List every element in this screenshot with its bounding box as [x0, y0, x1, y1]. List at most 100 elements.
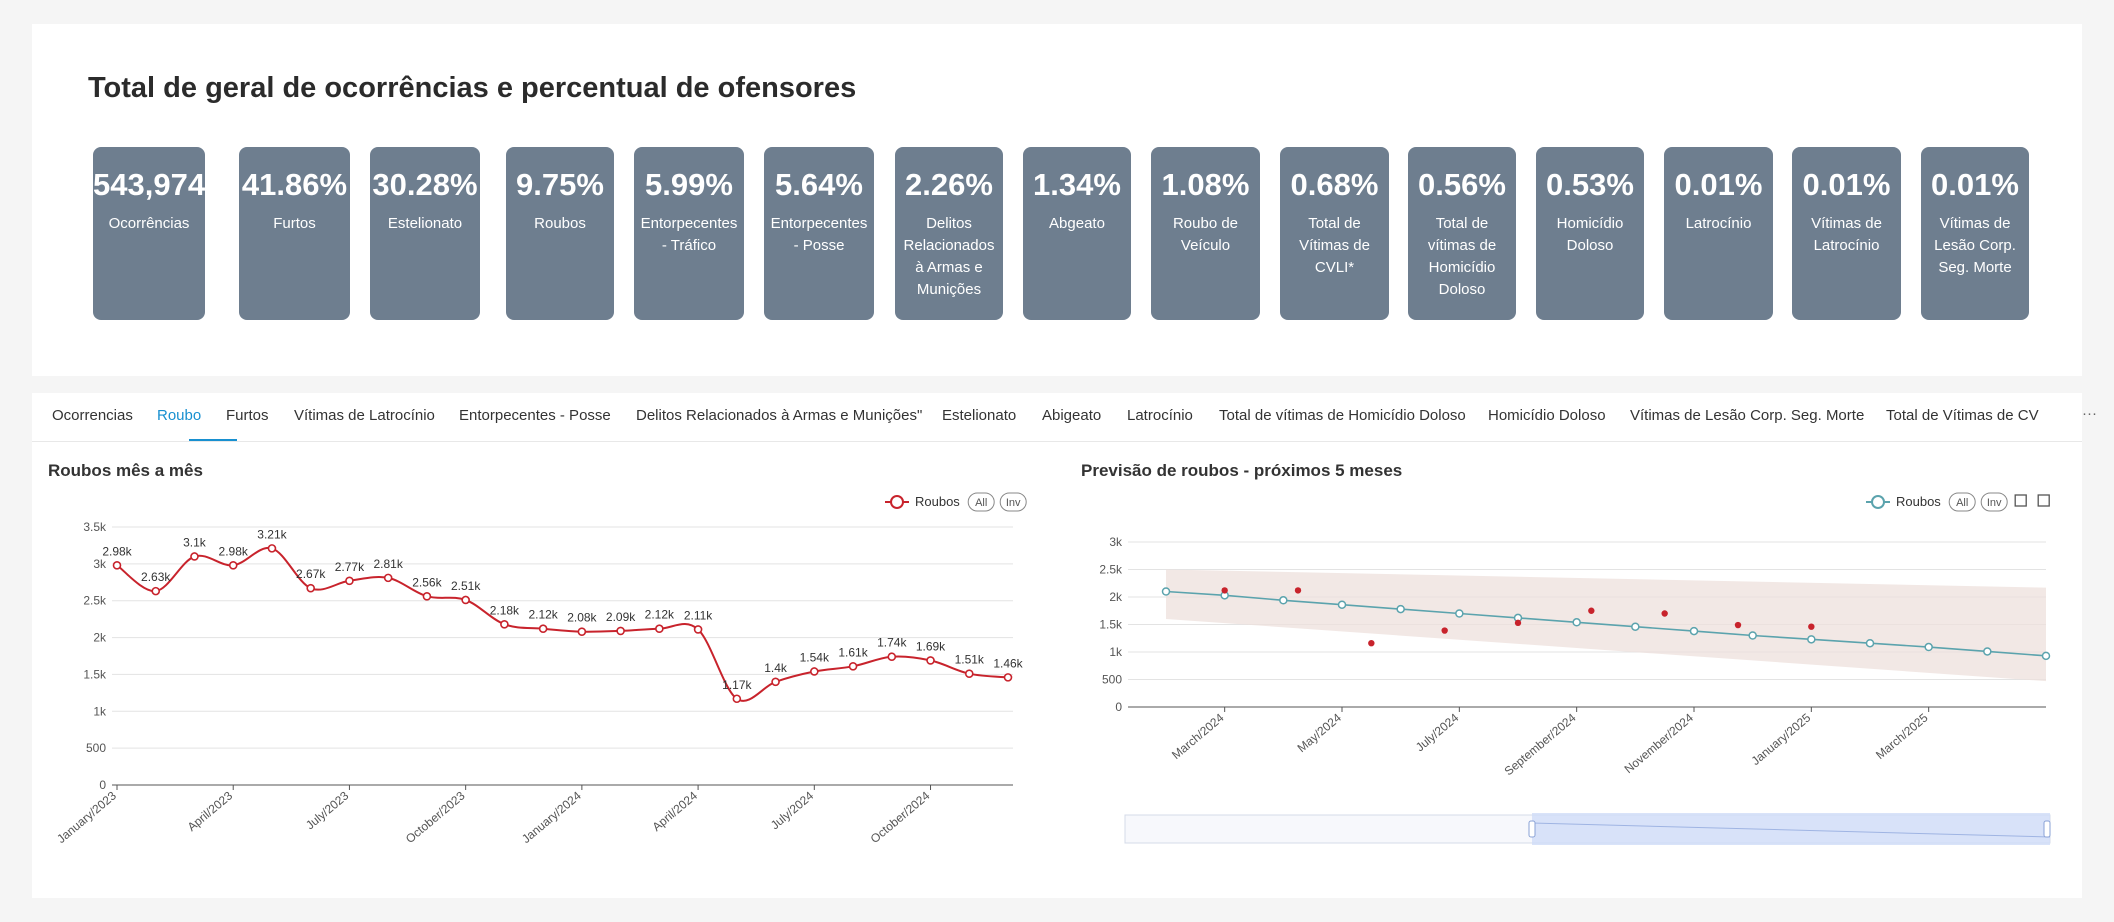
- data-label: 2.12k: [645, 608, 675, 622]
- kpi-label: Ocorrências: [108, 215, 190, 232]
- y-tick-label: 0: [1115, 700, 1122, 714]
- zoom-slider-handle-left[interactable]: [1528, 820, 1536, 838]
- kpi-value: 1.08%: [1161, 167, 1250, 202]
- tab-item[interactable]: Ocorrencias: [52, 407, 133, 424]
- tab-item[interactable]: Vítimas de Lesão Corp. Seg. Morte: [1630, 407, 1865, 424]
- kpi-label: Estelionato: [387, 215, 463, 232]
- kpi-label: Total de Vítimas de CVLI*: [1299, 215, 1370, 276]
- kpi-card: 30.28% Estelionato: [370, 147, 480, 320]
- data-point: [306, 583, 315, 593]
- legend-toggle-all-button[interactable]: [967, 492, 995, 512]
- kpi-value: 0.68%: [1290, 167, 1379, 202]
- x-tick-label: March/2024: [1169, 710, 1227, 762]
- y-tick-label: 3.5k: [83, 520, 107, 534]
- data-label: 1.46k: [993, 656, 1023, 670]
- x-tick-label: July/2024: [768, 788, 817, 832]
- data-label: 2.11k: [684, 608, 713, 622]
- forecast-point: [1865, 638, 1875, 648]
- data-label: 2.81k: [373, 557, 403, 571]
- more-tabs-button[interactable]: ···: [2082, 405, 2097, 422]
- legend-marker: [890, 495, 904, 509]
- data-label: 1.54k: [800, 650, 830, 664]
- observed-point: [1734, 621, 1742, 629]
- monthly-robbery-chart: 0 500 1k 1.5k 2k 2.5k 3k 3.5k January/2023 April/…: [54, 492, 1027, 846]
- forecast-point: [1748, 631, 1757, 640]
- page-title: Total de geral de ocorrências e percentu…: [88, 72, 857, 104]
- kpi-card: 2.26% Delitos Relacionados à Armas e Muni…: [895, 147, 1003, 320]
- y-tick-label: 1.5k: [1099, 618, 1123, 632]
- observed-point: [1808, 623, 1815, 630]
- kpi-label: Furtos: [273, 215, 316, 232]
- forecast-point: [1807, 635, 1816, 644]
- y-tick-label: 2.5k: [83, 594, 107, 608]
- tab-item[interactable]: Vítimas de Latrocínio: [294, 407, 435, 424]
- x-tick-label: September/2024: [1502, 710, 1579, 778]
- data-label: 1.74k: [877, 636, 907, 650]
- chart1-title: Roubos mês a mês: [48, 461, 203, 480]
- forecast-point: [1161, 587, 1171, 596]
- tab-item[interactable]: Delitos Relacionados à Armas e Munições": [636, 407, 923, 424]
- y-tick-label: 500: [86, 741, 106, 755]
- legend-toggle-label: All: [975, 497, 987, 509]
- data-point: [151, 586, 161, 596]
- x-tick-label: October/2024: [868, 788, 933, 846]
- legend-marker: [1871, 495, 1885, 509]
- data-label: 3.21k: [257, 527, 287, 541]
- tab-item[interactable]: Homicídio Doloso: [1488, 407, 1606, 424]
- legend-label: Roubos: [1896, 494, 1941, 509]
- kpi-label: Entorpecentes - Posse: [770, 215, 868, 254]
- kpi-card: 1.34% Abgeato: [1023, 147, 1131, 320]
- tab-item[interactable]: Estelionato: [942, 407, 1017, 424]
- forecast-point: [1396, 604, 1405, 614]
- data-point: [616, 626, 625, 636]
- forecast-point: [1337, 600, 1347, 609]
- data-label: 2.08k: [567, 611, 597, 625]
- zoom-reset-icon[interactable]: [2037, 494, 2050, 507]
- data-point: [848, 662, 858, 671]
- tab-item[interactable]: Furtos: [226, 407, 269, 424]
- kpi-card: 1.08% Roubo de Veículo: [1151, 147, 1260, 320]
- legend-toggle-inv-button[interactable]: [1980, 492, 2008, 512]
- y-tick-label: 2k: [93, 631, 107, 645]
- legend-toggle-inv-button[interactable]: [999, 492, 1027, 512]
- y-tick-label: 1k: [93, 704, 107, 718]
- tab-item[interactable]: Total de vítimas de Homicídio Doloso: [1219, 407, 1466, 424]
- kpi-label: Roubo de Veículo: [1172, 215, 1239, 254]
- tab-item[interactable]: Abigeato: [1042, 407, 1102, 424]
- forecast-point: [1279, 596, 1288, 605]
- kpi-label: Entorpecentes - Tráfico: [640, 215, 738, 254]
- data-point: [655, 624, 664, 634]
- data-label: 1.51k: [955, 653, 985, 667]
- y-tick-label: 2.5k: [1099, 563, 1123, 577]
- data-label: 2.09k: [606, 610, 636, 624]
- kpi-card: 0.01% Latrocínio: [1664, 147, 1773, 320]
- tab-item[interactable]: Total de Vítimas de CV: [1886, 407, 2039, 424]
- zoom-icon[interactable]: [2014, 494, 2027, 507]
- kpi-value: 0.01%: [1802, 167, 1891, 202]
- data-label: 2.56k: [412, 575, 442, 589]
- zoom-slider-handle-right[interactable]: [2043, 820, 2051, 838]
- data-label: 1.4k: [764, 661, 788, 675]
- data-point: [190, 552, 199, 561]
- observed-point: [1441, 627, 1448, 634]
- active-tab-indicator: [189, 439, 237, 441]
- tab-item[interactable]: Entorpecentes - Posse: [459, 407, 611, 424]
- data-point: [228, 561, 238, 570]
- kpi-label: Abgeato: [1049, 215, 1105, 232]
- tab-item[interactable]: Roubo: [157, 407, 202, 424]
- data-point: [538, 624, 548, 634]
- forecast-point: [1924, 642, 1933, 652]
- data-point: [693, 625, 703, 634]
- forecast-point: [1455, 609, 1464, 618]
- kpi-value: 0.56%: [1418, 167, 1506, 202]
- y-tick-label: 2k: [1109, 590, 1123, 604]
- legend-toggle-all-button[interactable]: [1948, 492, 1976, 512]
- data-point: [964, 669, 974, 678]
- kpi-value: 1.34%: [1033, 167, 1121, 202]
- kpi-label: Vítimas de Lesão Corp. Seg. Morte: [1934, 215, 2016, 276]
- kpi-card: 0.53% Homicídio Doloso: [1536, 147, 1644, 320]
- legend-toggle-label: Inv: [1987, 497, 2002, 509]
- kpi-value: 5.64%: [775, 167, 863, 202]
- tab-item[interactable]: Latrocínio: [1127, 407, 1193, 424]
- observed-point: [1588, 607, 1595, 614]
